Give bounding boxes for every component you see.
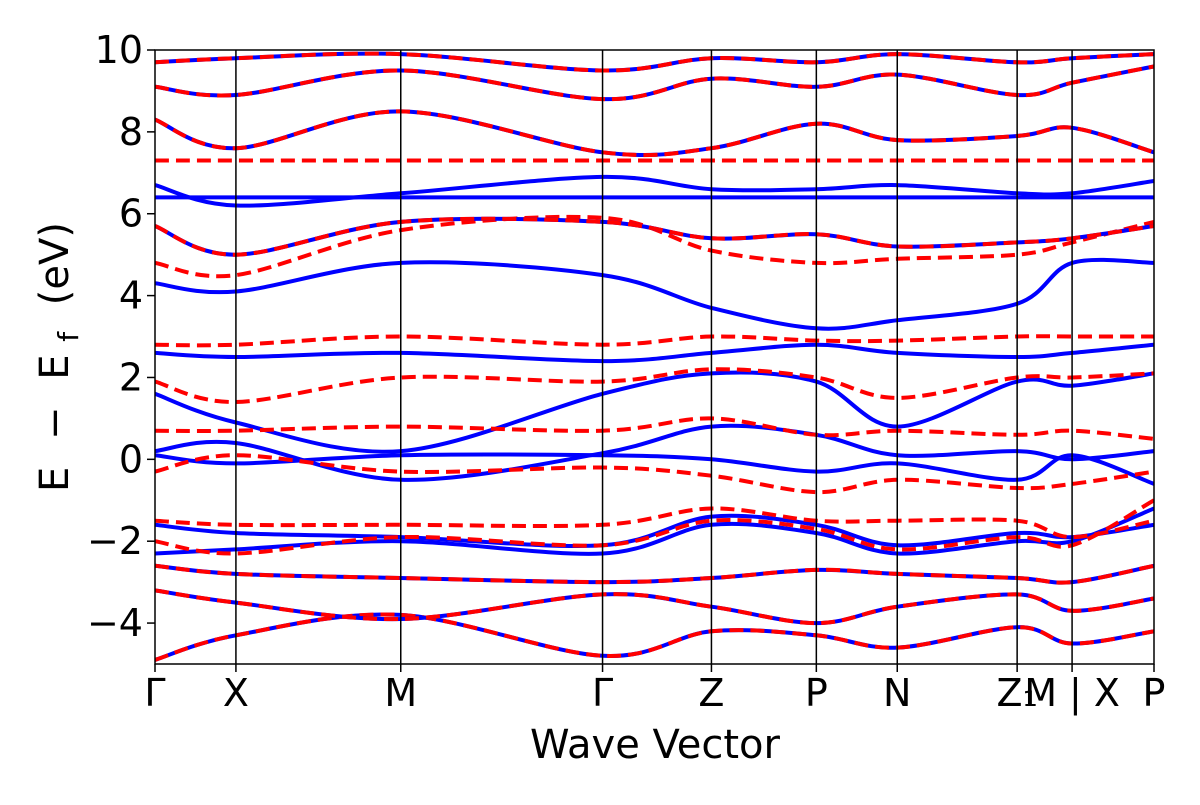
- plot-frame: [154, 49, 1155, 665]
- y-tick-label: −2: [87, 519, 143, 563]
- band-line-solid: [155, 513, 1154, 549]
- y-tick-label: 0: [119, 437, 143, 481]
- x-axis-label: Wave Vector: [530, 722, 781, 768]
- y-axis-label-e: E: [32, 467, 78, 492]
- bands-layer: [155, 51, 1154, 662]
- band-line-overlap-over: [155, 64, 1154, 102]
- band-line-overlap-over: [155, 51, 1154, 73]
- y-tick-label: 2: [119, 355, 143, 399]
- band-line-dashed: [155, 498, 1154, 556]
- x-ticks: Γ X M Γ Z P N Z₁M | X P: [144, 664, 1165, 716]
- x-tick-label: M | X: [1024, 671, 1120, 716]
- band-line-solid: [155, 452, 1154, 486]
- band-line-dashed: [155, 367, 1154, 405]
- band-line-dashed: [155, 453, 1154, 495]
- y-axis-label-subscript: f: [52, 331, 85, 342]
- band-line-solid: [155, 370, 1154, 454]
- band-line-overlap-over: [155, 588, 1154, 626]
- y-axis-label-ef: E: [32, 354, 78, 379]
- band-line-dashed: [155, 416, 1154, 441]
- y-ticks: 10 8 6 4 2 0 −2 −4: [87, 28, 155, 645]
- band-line-dashed: [155, 506, 1154, 540]
- y-tick-label: 10: [95, 28, 143, 72]
- x-tick-label: Γ: [144, 671, 165, 715]
- y-tick-label: 8: [119, 110, 143, 154]
- x-tick-label: X: [223, 671, 249, 715]
- y-axis-label: E − E f (eV): [32, 222, 88, 492]
- symmetry-lines: [235, 50, 1073, 664]
- y-tick-label: 4: [119, 274, 143, 318]
- x-tick-label: P: [1143, 671, 1166, 715]
- x-tick-label: Γ: [592, 671, 613, 715]
- y-tick-label: −4: [87, 601, 143, 645]
- y-tick-label: 6: [119, 192, 143, 236]
- band-line-solid: [155, 342, 1154, 364]
- band-line-overlap-over: [155, 563, 1154, 585]
- y-axis-label-minus: −: [32, 406, 78, 440]
- band-line-dashed: [155, 334, 1154, 348]
- x-tick-label: Z₁: [997, 671, 1038, 715]
- band-line-solid: [155, 257, 1154, 331]
- x-tick-label: P: [805, 671, 828, 715]
- x-tick-label: N: [883, 671, 911, 715]
- band-line-overlap-under: [155, 612, 1154, 662]
- band-line-solid: [155, 174, 1154, 208]
- y-axis-label-unit: (eV): [32, 222, 78, 305]
- x-tick-label: M: [384, 671, 417, 715]
- x-tick-label: Z: [698, 671, 724, 715]
